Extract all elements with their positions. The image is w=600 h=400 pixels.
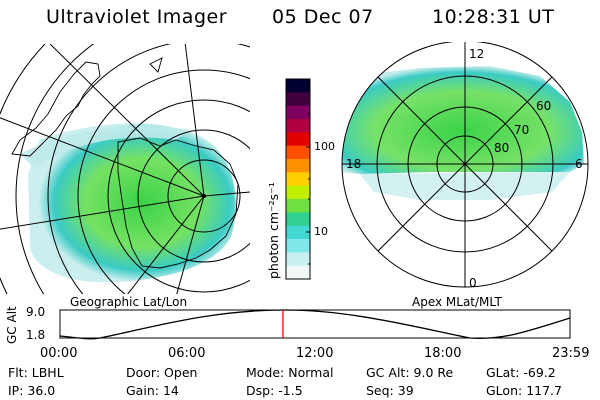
colorbar-step [286, 185, 310, 200]
latitude-circles [0, 44, 250, 294]
colorbar-step [286, 92, 310, 107]
altitude-frame [59, 309, 571, 339]
mlat-label-60: 60 [536, 99, 551, 113]
auroral-oval-emission [342, 66, 584, 174]
mlt-spokes [342, 42, 588, 287]
mlt-label-dusk: 18 [346, 157, 361, 171]
colorbar-step [286, 265, 310, 280]
time-tick-2359: 23:59 [552, 346, 590, 361]
footer-mode: Mode: Normal [246, 365, 334, 380]
emission-fringe [20, 126, 190, 168]
colorbar-step [286, 79, 310, 93]
auroral-emission-region [28, 123, 236, 283]
altitude-tick-1: 1.8 [26, 328, 45, 342]
colorbar-tick-label-10: 10 [314, 225, 328, 238]
colorbar-step [286, 212, 310, 227]
colorbar-step [286, 159, 310, 173]
colorbar-step [286, 105, 310, 120]
mlt-label-dawn: 6 [575, 157, 583, 171]
time-tick-1800: 18:00 [424, 346, 462, 361]
time-tick-1200: 12:00 [296, 346, 334, 361]
footer-filter: Flt: LBHL [8, 365, 64, 380]
mlat-label-70: 70 [514, 123, 529, 137]
colorbar-step [286, 225, 310, 240]
colorbar-unit-label: photon cm⁻²s⁻¹ [266, 182, 281, 279]
colorbar-step [286, 132, 310, 147]
colorbar-step [286, 172, 310, 187]
footer-glat: GLat: -69.2 [486, 365, 556, 380]
observation-date: 05 Dec 07 [272, 6, 374, 28]
colorbar-gradient [286, 79, 310, 280]
mlt-label-midnight: 0 [469, 276, 477, 290]
footer-dsp: Dsp: -1.5 [246, 383, 303, 398]
altitude-plot: GC Alt 9.0 1.8 [5, 305, 571, 344]
footer-glon: GLon: 117.7 [486, 383, 562, 398]
pole-marker [202, 194, 206, 198]
colorbar-tick-label-100: 100 [314, 140, 335, 153]
footer-seq: Seq: 39 [366, 383, 414, 398]
footer-door: Door: Open [126, 365, 198, 380]
time-tick-0000: 00:00 [40, 346, 78, 361]
altitude-curve [59, 309, 571, 340]
footer-gc-alt: GC Alt: 9.0 Re [366, 365, 454, 380]
colorbar-step [286, 119, 310, 133]
geographic-map-panel [0, 44, 250, 294]
magnetic-panel-label: Apex MLat/MLT [412, 295, 502, 309]
colorbar-step [286, 145, 310, 160]
coastline-outline [11, 57, 239, 269]
footer-gain: Gain: 14 [126, 383, 179, 398]
magnetic-polar-plot: 12 0 18 6 60 70 80 [341, 42, 589, 290]
observation-time: 10:28:31 UT [432, 6, 555, 28]
mlt-label-noon: 12 [469, 47, 484, 61]
time-tick-0600: 06:00 [168, 346, 206, 361]
footer-ip: IP: 36.0 [8, 383, 56, 398]
altitude-tick-9: 9.0 [26, 305, 45, 319]
colorbar-step [286, 252, 310, 267]
altitude-axis-label: GC Alt [5, 306, 19, 344]
colorbar-step [286, 239, 310, 253]
geographic-panel-label: Geographic Lat/Lon [70, 295, 188, 309]
mlat-label-80: 80 [494, 141, 509, 155]
instrument-title: Ultraviolet Imager [46, 6, 228, 28]
colorbar-ticks [306, 113, 310, 265]
longitude-lines [0, 44, 250, 294]
colorbar: photon cm⁻²s⁻¹ [266, 78, 311, 280]
colorbar-step [286, 199, 310, 213]
